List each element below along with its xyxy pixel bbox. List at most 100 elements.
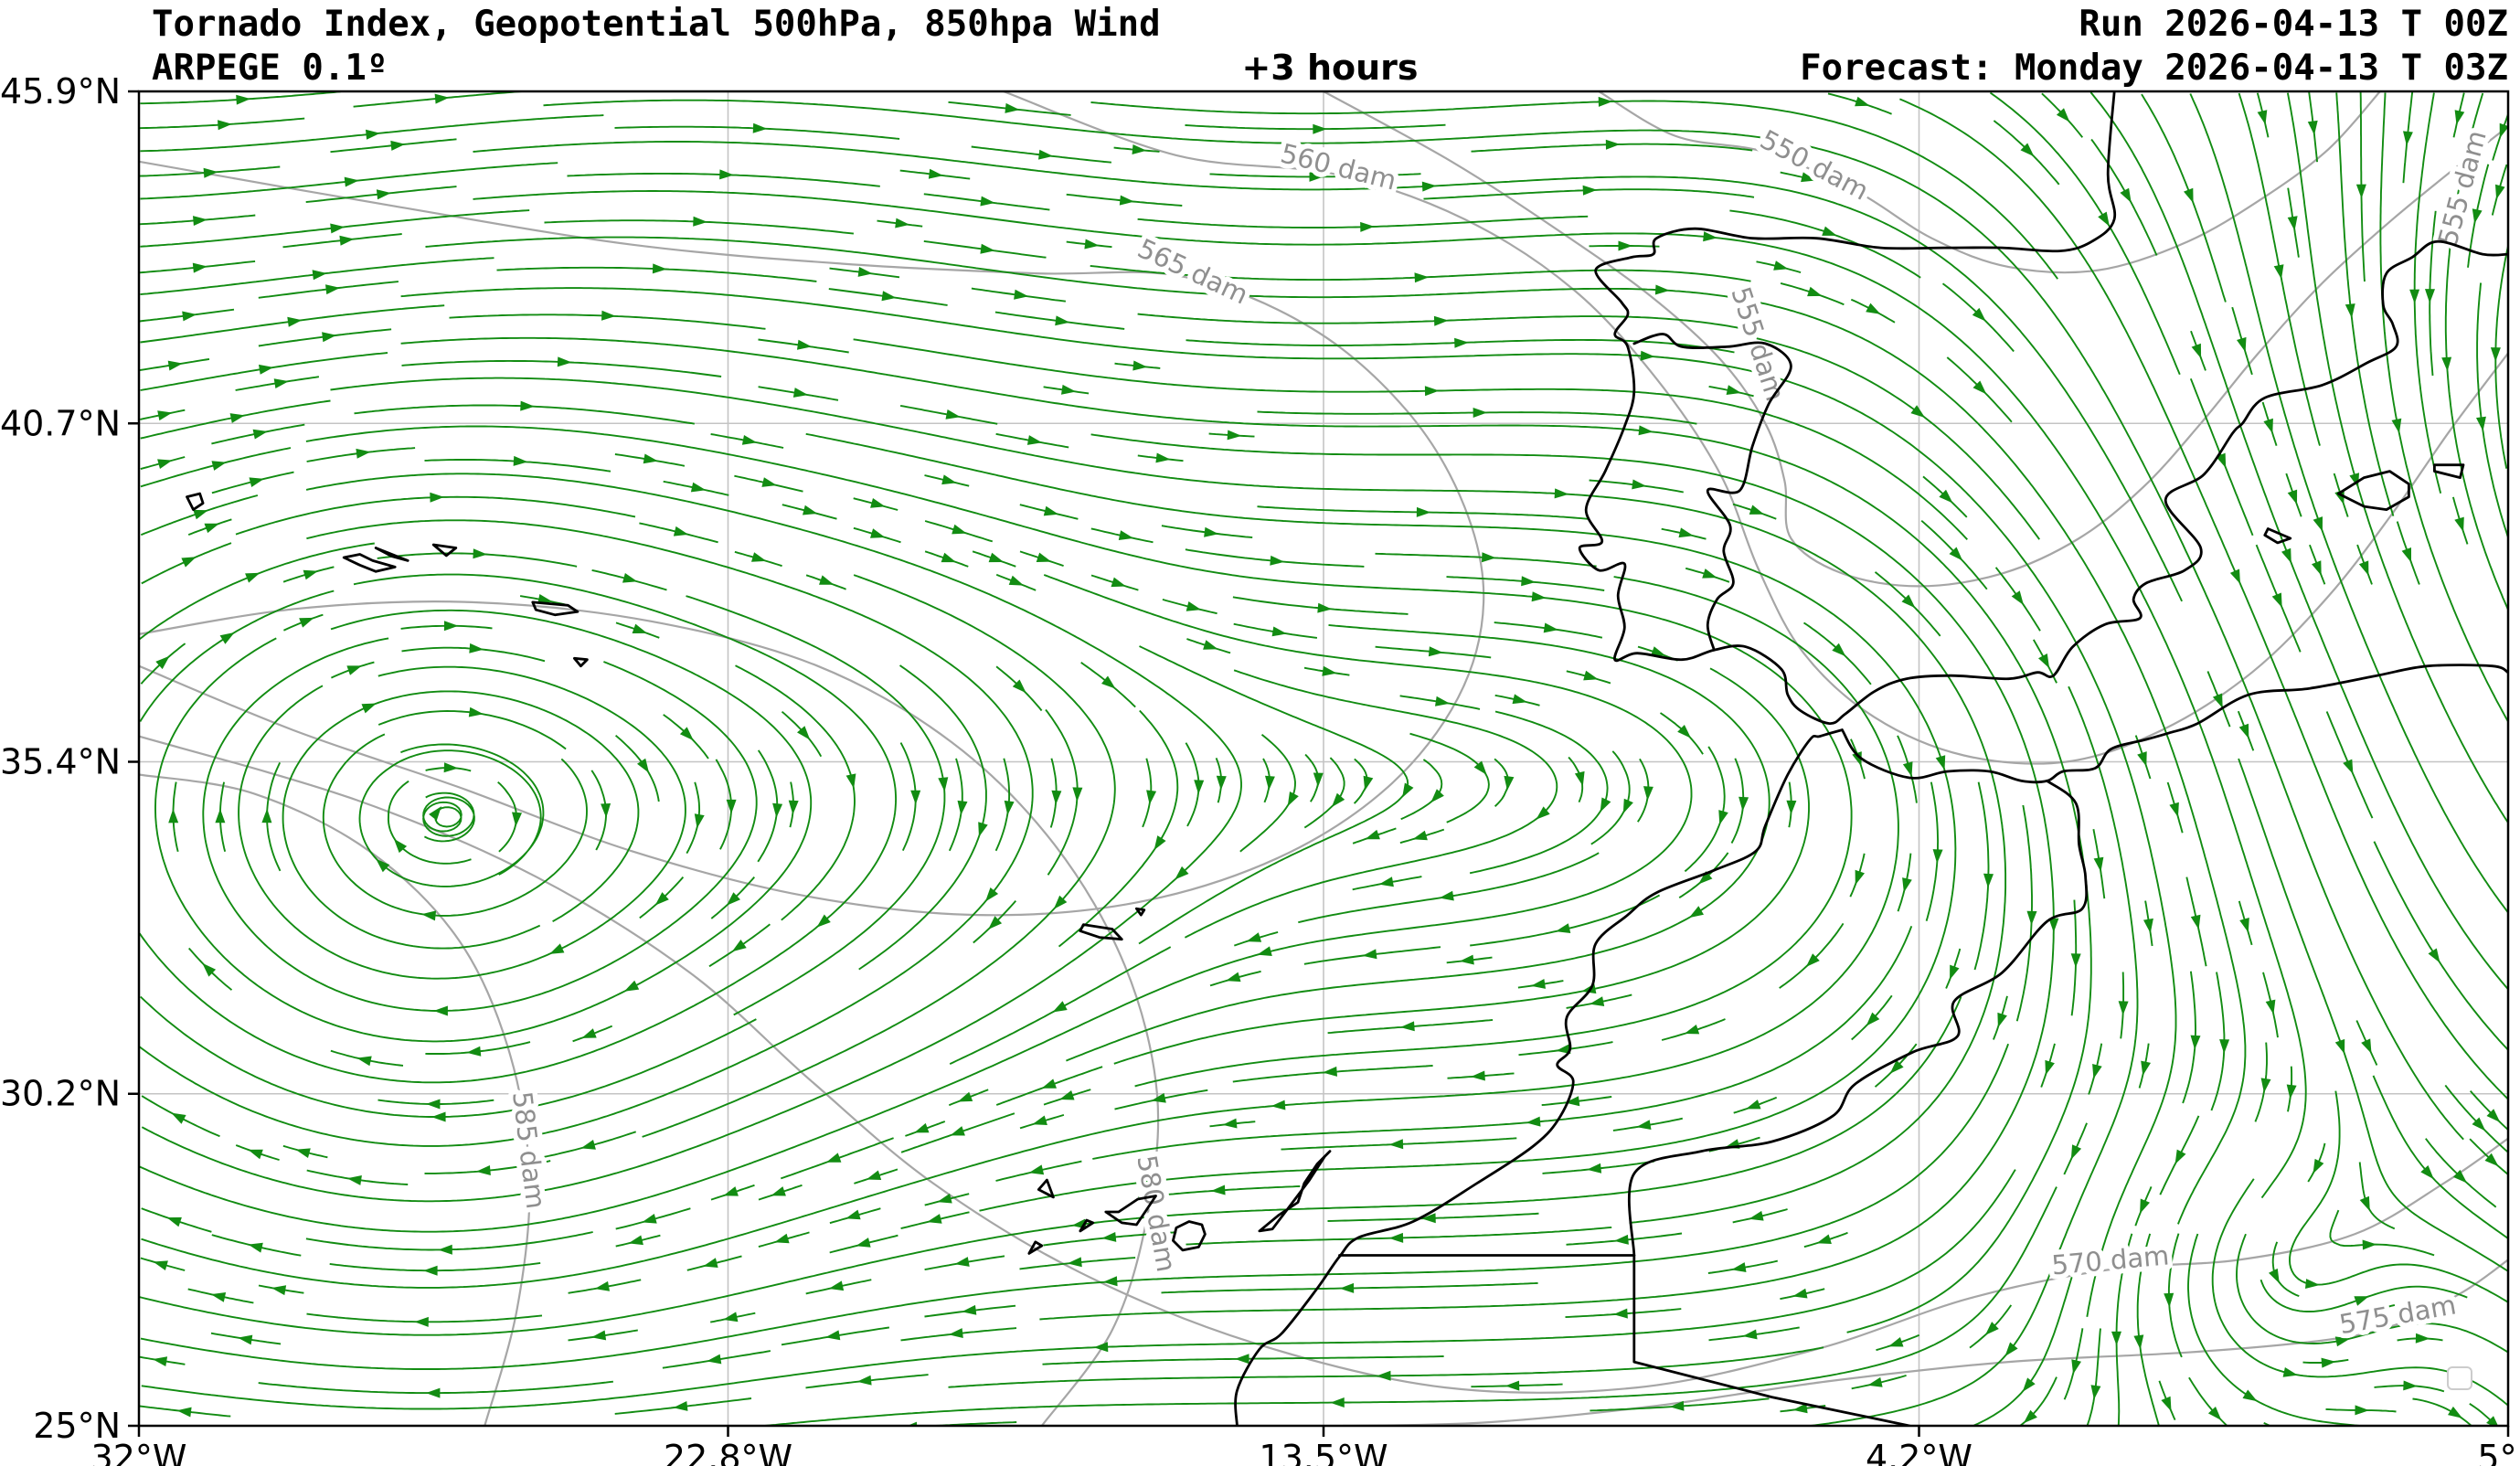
wind-arrow-icon [642, 1214, 657, 1224]
wind-arrow-icon [1416, 506, 1431, 517]
wind-arrow-icon [376, 189, 391, 200]
wind-arrow-icon [1362, 949, 1377, 960]
wind-arrow-icon [980, 196, 995, 207]
mallorca [2337, 470, 2410, 511]
canary-tenerife [1104, 1195, 1157, 1227]
wind-arrow-icon [819, 575, 835, 585]
wind-arrow-icon [249, 477, 264, 487]
wind-arrow-icon [1004, 800, 1015, 815]
wind-arrow-icon [1866, 303, 1881, 314]
wind-arrow-icon [1084, 239, 1100, 250]
streamline [948, 1346, 1824, 1388]
wind-arrow-icon [1412, 830, 1428, 841]
wind-arrow-icon [248, 1149, 263, 1160]
wind-arrow-icon [211, 461, 227, 471]
wind-arrow-icon [356, 1056, 372, 1067]
wind-arrow-icon [1654, 284, 1670, 295]
wind-arrow-icon [856, 1238, 871, 1248]
wind-arrow-icon [2428, 948, 2440, 963]
wind-arrow-icon [726, 892, 740, 906]
streamline [1184, 669, 1558, 939]
wind-arrow-icon [322, 332, 337, 343]
contour-label: 560 dam [1278, 137, 1399, 196]
wind-arrow-icon [761, 477, 777, 487]
wind-arrow-icon [2362, 1239, 2377, 1250]
wind-arrow-icon [2282, 1367, 2298, 1377]
wind-arrow-icon [2454, 110, 2465, 125]
wind-arrow-icon [537, 594, 553, 604]
wind-arrow-icon [845, 773, 856, 789]
wind-arrow-icon [628, 1235, 643, 1246]
wind-arrow-icon [299, 617, 314, 628]
streamline [2238, 758, 2508, 1272]
wind-arrow-icon [937, 1193, 952, 1204]
wind-arrow-icon [1997, 1012, 2007, 1028]
wind-arrow-icon [1935, 755, 1946, 770]
azores-santa-maria [573, 656, 589, 668]
streamline [473, 141, 2183, 602]
wind-arrow-icon [731, 940, 747, 952]
streamline [920, 1421, 1017, 1426]
wind-arrow-icon [1910, 405, 1926, 418]
wind-arrow-icon [1746, 1100, 1761, 1110]
wind-arrow-icon [1005, 102, 1020, 113]
wind-arrow-icon [1204, 526, 1219, 537]
wind-arrow-icon [2141, 1060, 2151, 1076]
wind-arrow-icon [2265, 999, 2276, 1015]
wind-arrow-icon [1749, 1210, 1764, 1221]
wind-arrow-icon [1053, 895, 1068, 909]
y-tick-label: 25°N [33, 1406, 121, 1446]
wind-arrow-icon [825, 1153, 842, 1163]
contour-565 [139, 160, 1485, 917]
wind-arrow-icon [1526, 1116, 1541, 1127]
wind-arrow-icon [2045, 1059, 2055, 1076]
wind-arrow-icon [772, 802, 783, 818]
wind-arrow-icon [2207, 1407, 2222, 1421]
wind-arrow-icon [1132, 144, 1147, 154]
wind-arrow-icon [1505, 1380, 1520, 1391]
wind-arrow-icon [957, 800, 968, 815]
wind-arrow-icon [1773, 260, 1789, 271]
wind-arrow-icon [1059, 1090, 1075, 1100]
wind-arrow-icon [1151, 1092, 1166, 1103]
wind-arrow-icon [167, 360, 183, 371]
wind-arrow-icon [1731, 1262, 1747, 1272]
streamline [1039, 433, 2055, 1321]
wind-arrow-icon [1317, 602, 1333, 613]
wind-arrow-icon [1543, 622, 1558, 633]
wind-arrow-icon [2358, 560, 2369, 576]
streamline [425, 236, 2247, 1225]
wind-arrow-icon [1684, 1025, 1700, 1035]
wind-arrow-icon [1902, 877, 1912, 893]
wind-arrow-icon [978, 822, 988, 837]
wind-arrow-icon [950, 1126, 965, 1136]
wind-arrow-icon [1028, 1164, 1045, 1175]
y-tick-label: 45.9°N [0, 71, 121, 112]
wind-arrow-icon [1984, 1322, 1999, 1335]
wind-arrow-icon [1471, 1070, 1485, 1081]
wind-arrow-icon [259, 364, 274, 375]
wind-arrow-icon [2403, 131, 2413, 146]
wind-arrow-icon [694, 813, 705, 829]
wind-arrow-icon [752, 122, 768, 133]
wind-arrow-icon [1439, 890, 1454, 901]
wind-arrow-icon [2486, 1416, 2499, 1426]
wind-arrow-icon [1950, 964, 1960, 980]
wind-arrow-icon [1801, 172, 1816, 183]
wind-arrow-icon [1521, 576, 1536, 587]
wind-arrow-icon [1638, 425, 1653, 436]
x-tick-label: 22.8°W [664, 1438, 792, 1466]
wind-arrow-icon [1555, 923, 1571, 933]
wind-arrow-icon [957, 1091, 973, 1102]
wind-arrow-icon [473, 548, 488, 559]
wind-arrow-icon [273, 378, 289, 388]
wind-arrow-icon [2286, 1084, 2297, 1100]
wind-arrow-icon [1574, 770, 1585, 787]
streamline [1303, 757, 1345, 829]
wind-arrow-icon [2307, 120, 2318, 135]
wind-arrow-icon [2366, 1307, 2383, 1318]
wind-arrow-icon [1889, 1059, 1904, 1074]
wind-arrow-icon [193, 216, 207, 226]
wind-arrow-icon [430, 492, 444, 503]
